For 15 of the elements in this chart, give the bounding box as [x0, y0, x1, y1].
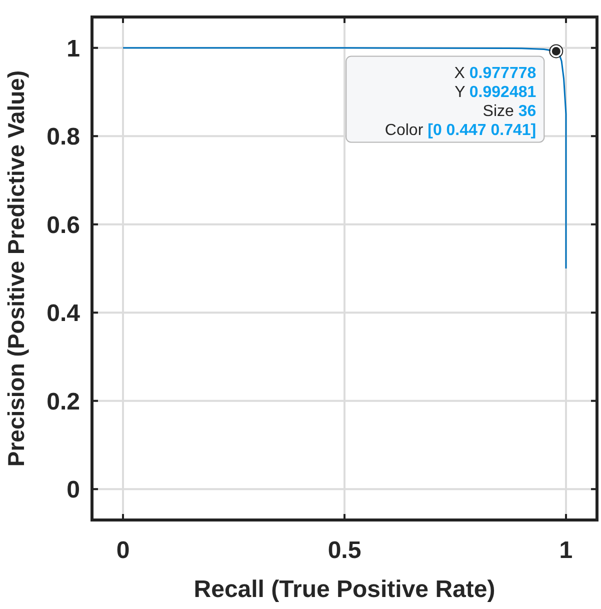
y-tick-label: 1 [66, 35, 80, 62]
y-tick-label: 0 [66, 476, 80, 504]
y-tick-label: 0.8 [46, 124, 80, 151]
annotation: Color [0 0.447 0.741] [384, 122, 536, 140]
y-tick-label: 0.6 [46, 212, 80, 239]
x-tick-label: 0.5 [328, 537, 362, 564]
x-tick-label: 1 [559, 537, 573, 564]
y-axis-title: Precision (Positive Predictive Value) [3, 70, 29, 467]
annotation: X 0.977778 [454, 65, 536, 82]
y-tick-label: 0.4 [46, 300, 81, 328]
x-axis-title: Recall (True Positive Rate) [194, 576, 496, 603]
annotation: Y 0.992481 [454, 84, 536, 102]
y-tick-label: 0.2 [46, 388, 80, 416]
annotation: Size 36 [482, 103, 536, 120]
x-tick-label: 0 [116, 537, 130, 564]
